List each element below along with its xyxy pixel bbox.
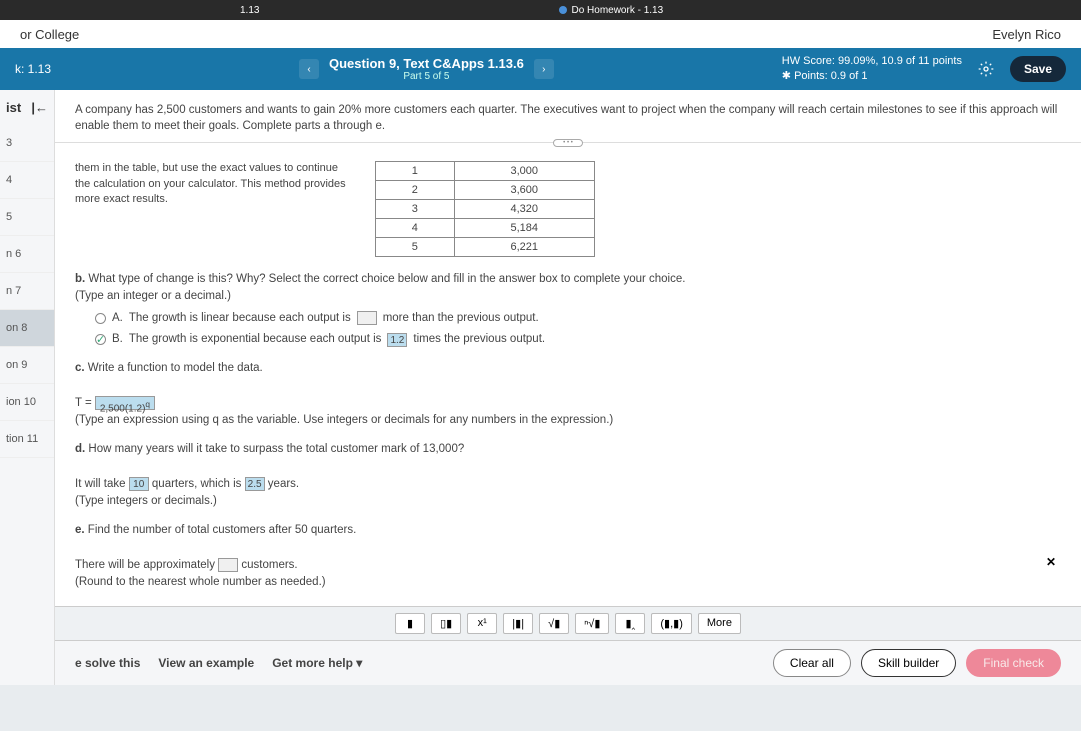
part-d: d. How many years will it take to surpas… (75, 441, 1061, 510)
collapse-sidebar-icon[interactable]: |← (31, 100, 48, 115)
sidebar-item[interactable]: on 8 (0, 310, 54, 347)
choice-b[interactable]: B. The growth is exponential because eac… (95, 331, 1061, 348)
palette-button[interactable]: ▯▮ (431, 613, 461, 634)
table-note: them in the table, but use the exact val… (75, 161, 355, 257)
part-b: b. What type of change is this? Why? Sel… (75, 271, 1061, 348)
homework-label: k: 1.13 (15, 62, 51, 76)
sidebar-item[interactable]: 3 (0, 125, 54, 162)
view-example-link[interactable]: View an example (158, 656, 254, 670)
table-row: 56,221 (376, 238, 595, 257)
customers-input[interactable] (218, 558, 238, 572)
table-row: 45,184 (376, 219, 595, 238)
solve-this-link[interactable]: e solve this (75, 656, 140, 670)
table-row: 34,320 (376, 200, 595, 219)
part-c: c. Write a function to model the data. T… (75, 360, 1061, 429)
sidebar-item[interactable]: tion 11 (0, 421, 54, 458)
browser-tab-strip: 1.13 Do Homework - 1.13 (0, 0, 1081, 20)
sidebar-header: ist |← (0, 90, 54, 125)
choice-a[interactable]: A. The growth is linear because each out… (95, 310, 1061, 327)
math-palette: ▮▯▮x¹|▮|√▮ⁿ√▮▮‸(▮,▮)More ✕ (55, 606, 1081, 640)
choice-b-input[interactable]: 1.2 (387, 333, 407, 347)
prev-question-button[interactable]: ‹ (299, 59, 319, 79)
choice-a-input[interactable] (357, 311, 377, 325)
score-text: HW Score: 99.09%, 10.9 of 11 points ✱ Po… (782, 54, 962, 85)
palette-button[interactable]: x¹ (467, 613, 497, 634)
clear-all-button[interactable]: Clear all (773, 649, 851, 677)
palette-button[interactable]: (▮,▮) (651, 613, 692, 634)
question-list-sidebar: ist |← 345n 6n 7on 8on 9ion 10tion 11 (0, 90, 55, 685)
footer-bar: e solve this View an example Get more he… (55, 640, 1081, 685)
save-button[interactable]: Save (1010, 56, 1066, 82)
function-input[interactable]: 2,500(1.2)q (95, 396, 155, 410)
palette-button[interactable]: ⁿ√▮ (575, 613, 609, 634)
years-input[interactable]: 2.5 (245, 477, 265, 491)
sidebar-item[interactable]: ion 10 (0, 384, 54, 421)
question-nav: ‹ Question 9, Text C&Apps 1.13.6 Part 5 … (71, 56, 782, 82)
close-palette-icon[interactable]: ✕ (1046, 555, 1056, 569)
course-name: or College (20, 27, 79, 42)
final-check-button[interactable]: Final check (966, 649, 1061, 677)
browser-tab-2[interactable]: Do Homework - 1.13 (559, 5, 663, 16)
question-prompt: A company has 2,500 customers and wants … (55, 90, 1081, 143)
quarters-input[interactable]: 10 (129, 477, 149, 491)
palette-button[interactable]: ▮‸ (615, 613, 645, 634)
question-header: k: 1.13 ‹ Question 9, Text C&Apps 1.13.6… (0, 48, 1081, 90)
tab-favicon-icon (559, 6, 567, 14)
data-table: 13,00023,60034,32045,18456,221 (375, 161, 595, 257)
user-name: Evelyn Rico (992, 27, 1061, 42)
part-e: e. Find the number of total customers af… (75, 522, 1061, 591)
sidebar-item[interactable]: n 7 (0, 273, 54, 310)
table-row: 23,600 (376, 181, 595, 200)
course-top-bar: or College Evelyn Rico (0, 20, 1081, 48)
resize-handle[interactable]: • • • (553, 139, 583, 147)
radio-a[interactable] (95, 313, 106, 324)
palette-button[interactable]: √▮ (539, 613, 569, 634)
settings-icon[interactable] (977, 60, 995, 78)
get-help-link[interactable]: Get more help ▾ (272, 656, 362, 670)
sidebar-item[interactable]: 5 (0, 199, 54, 236)
table-row: 13,000 (376, 162, 595, 181)
question-body: them in the table, but use the exact val… (55, 151, 1081, 606)
palette-button[interactable]: ▮ (395, 613, 425, 634)
skill-builder-button[interactable]: Skill builder (861, 649, 956, 677)
browser-tab-1[interactable]: 1.13 (240, 5, 259, 16)
sidebar-item[interactable]: n 6 (0, 236, 54, 273)
palette-button[interactable]: |▮| (503, 613, 533, 634)
sidebar-item[interactable]: 4 (0, 162, 54, 199)
radio-b[interactable] (95, 334, 106, 345)
next-question-button[interactable]: › (534, 59, 554, 79)
question-title: Question 9, Text C&Apps 1.13.6 (329, 56, 524, 71)
palette-button[interactable]: More (698, 613, 741, 634)
sidebar-item[interactable]: on 9 (0, 347, 54, 384)
question-part: Part 5 of 5 (329, 71, 524, 82)
